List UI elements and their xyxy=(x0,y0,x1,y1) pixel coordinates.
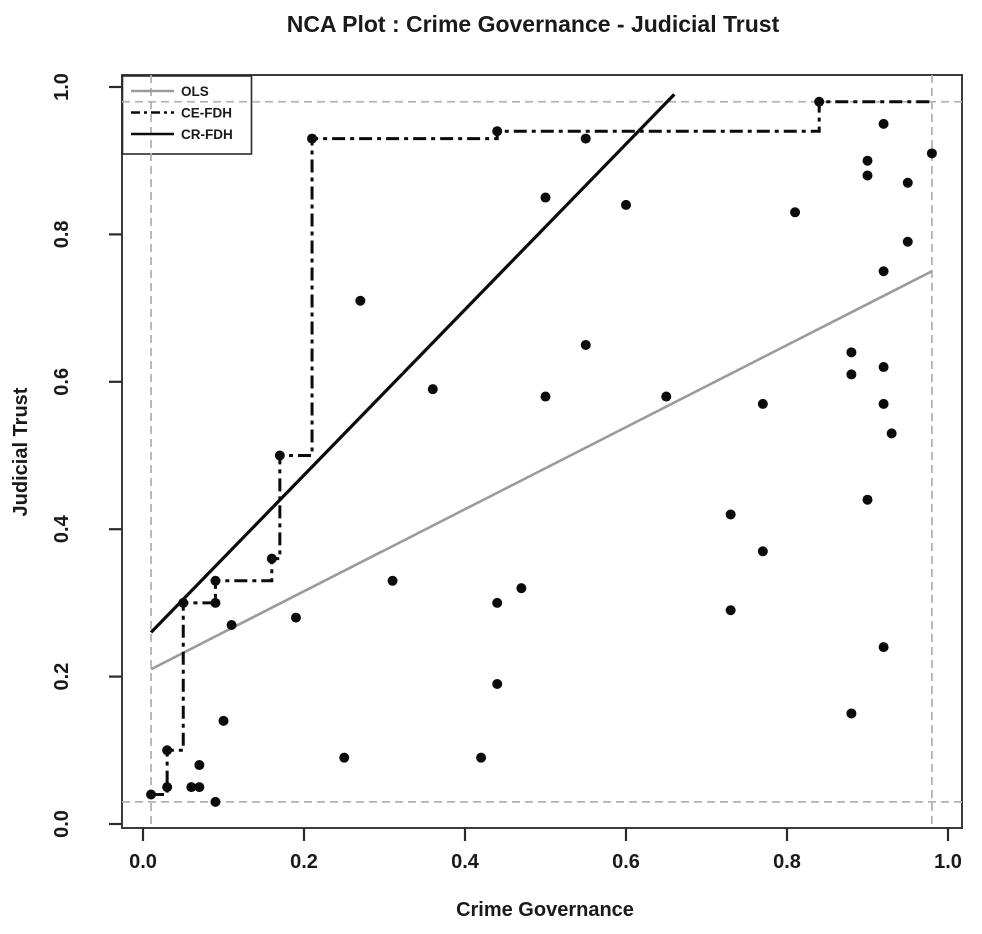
data-point xyxy=(427,384,438,395)
data-point xyxy=(725,509,736,520)
x-tick-label: 0.0 xyxy=(129,851,157,873)
data-point xyxy=(862,170,873,181)
data-point xyxy=(355,295,366,306)
data-point xyxy=(226,620,237,631)
ols-line xyxy=(150,270,933,671)
data-point xyxy=(902,236,913,247)
y-tick-label: 0.4 xyxy=(51,514,73,543)
data-point xyxy=(862,155,873,166)
data-point xyxy=(621,199,631,210)
cr-fdh-line xyxy=(149,93,676,634)
data-point xyxy=(878,362,889,373)
data-point xyxy=(290,612,301,623)
data-point xyxy=(210,597,221,608)
legend-box xyxy=(121,75,253,155)
plot-border xyxy=(121,74,963,829)
legend-label-cr-fdh: CR-FDH xyxy=(181,127,233,142)
x-tick-label: 0.4 xyxy=(451,851,480,873)
data-point xyxy=(862,494,873,505)
y-tick-label: 0.6 xyxy=(51,368,73,396)
chart-title: NCA Plot : Crime Governance - Judicial T… xyxy=(287,11,780,37)
data-point xyxy=(580,133,591,144)
data-point xyxy=(476,752,487,763)
x-axis-label: Crime Governance xyxy=(456,899,634,921)
data-point xyxy=(878,642,889,653)
data-point xyxy=(339,752,350,763)
data-point xyxy=(878,398,889,409)
data-point xyxy=(194,760,205,771)
y-axis-label: Judicial Trust xyxy=(10,387,32,516)
data-point xyxy=(492,678,503,689)
data-point xyxy=(516,583,527,594)
data-point xyxy=(580,339,591,350)
data-point xyxy=(878,118,889,129)
x-tick-label: 0.8 xyxy=(773,851,801,873)
data-point xyxy=(886,428,897,439)
data-point xyxy=(540,391,551,402)
data-point xyxy=(146,789,157,800)
data-point xyxy=(814,96,825,107)
data-point xyxy=(902,177,913,188)
y-tick-label: 0.0 xyxy=(51,810,73,838)
data-point xyxy=(186,782,197,793)
y-tick-label: 0.8 xyxy=(51,220,73,248)
data-point xyxy=(210,796,221,807)
data-point xyxy=(878,266,889,277)
x-tick-label: 1.0 xyxy=(934,851,962,873)
data-point xyxy=(757,546,768,557)
data-point xyxy=(194,782,205,793)
data-point xyxy=(790,207,801,218)
data-point xyxy=(178,597,189,608)
data-point xyxy=(492,126,503,137)
data-point xyxy=(757,398,768,409)
legend-label-ols: OLS xyxy=(181,84,209,99)
data-point xyxy=(846,347,857,358)
data-point xyxy=(218,715,229,726)
legend-label-ce-fdh: CE-FDH xyxy=(181,106,232,121)
data-point xyxy=(387,575,398,586)
data-point xyxy=(846,369,857,380)
data-point xyxy=(274,450,285,461)
x-tick-label: 0.6 xyxy=(612,851,640,873)
data-point xyxy=(162,745,173,756)
data-point xyxy=(661,391,672,402)
data-point xyxy=(540,192,551,203)
data-point xyxy=(492,597,503,608)
data-point xyxy=(210,575,221,586)
data-point xyxy=(926,148,937,159)
data-point xyxy=(846,708,857,719)
y-tick-label: 1.0 xyxy=(51,73,73,101)
y-tick-label: 0.2 xyxy=(51,663,73,691)
data-point xyxy=(162,782,173,793)
data-point xyxy=(725,605,736,616)
x-tick-label: 0.2 xyxy=(290,851,318,873)
data-point xyxy=(266,553,277,564)
data-point xyxy=(307,133,318,144)
